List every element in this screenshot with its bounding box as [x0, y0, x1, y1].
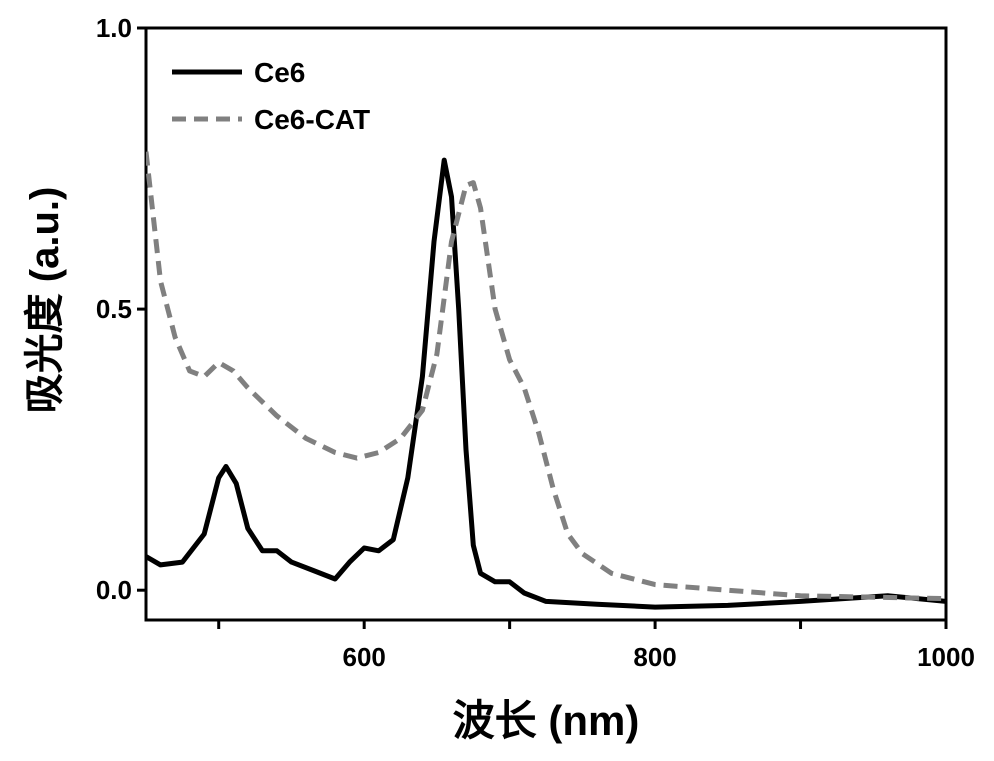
x-axis-label: 波长 (nm) [453, 697, 640, 744]
series-line-ce6-cat [146, 151, 946, 602]
x-tick-label: 800 [633, 642, 676, 672]
legend-label-ce6: Ce6 [254, 57, 305, 88]
y-axis-label: 吸光度 (a.u.) [23, 187, 67, 414]
x-tick-label: 600 [342, 642, 385, 672]
plot-frame [144, 26, 948, 622]
series-line-ce6 [146, 157, 946, 610]
y-tick-label: 0.0 [96, 575, 132, 605]
x-tick-label: 1000 [917, 642, 975, 672]
legend: Ce6 Ce6-CAT [172, 57, 370, 135]
legend-label-ce6-cat: Ce6-CAT [254, 104, 370, 135]
y-tick-label: 1.0 [96, 13, 132, 43]
y-tick-label: 0.5 [96, 294, 132, 324]
